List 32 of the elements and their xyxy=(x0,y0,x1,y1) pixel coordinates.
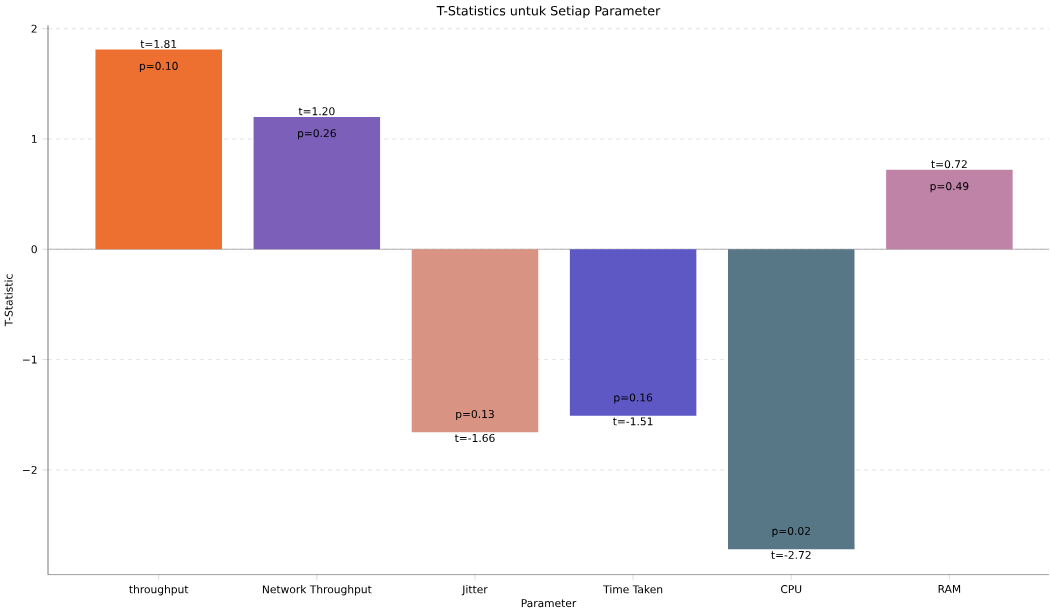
bar xyxy=(727,249,855,550)
data-label: t=-1.51 xyxy=(613,417,653,426)
annotation: p=0.02 xyxy=(772,526,810,538)
data-label: t=0.72 xyxy=(931,160,967,169)
annotation: p=0.16 xyxy=(614,393,653,404)
bar xyxy=(95,49,222,250)
bar xyxy=(253,116,381,250)
data-label: t=-2.72 xyxy=(771,550,811,559)
x-tick-label: RAM xyxy=(938,585,961,593)
bar xyxy=(411,249,539,433)
bar xyxy=(886,169,1013,250)
data-label: t=1.20 xyxy=(298,107,335,116)
x-tick-label: CPU xyxy=(781,585,802,594)
y-tick-label: −2 xyxy=(23,465,37,474)
y-axis-title: T-Statistic xyxy=(4,274,13,327)
y-tick-label: 1 xyxy=(31,135,37,143)
annotation: p=0.49 xyxy=(930,182,969,193)
y-tick-label: 0 xyxy=(31,245,37,254)
data-label: t=1.81 xyxy=(140,39,177,48)
y-tick-label: 2 xyxy=(31,24,37,33)
x-axis-title: Parameter xyxy=(521,599,577,608)
data-label: t=-1.66 xyxy=(454,433,495,443)
bar xyxy=(569,249,697,416)
x-tick-label: throughput xyxy=(129,585,189,596)
x-tick-label: Network Throughput xyxy=(262,585,372,596)
x-tick-label: Jitter xyxy=(461,585,488,596)
x-tick-label: Time Taken xyxy=(603,585,663,594)
y-tick-label: −1 xyxy=(23,355,37,364)
annotation: p=0.10 xyxy=(139,61,178,72)
annotation: p=0.26 xyxy=(298,129,336,140)
annotation: p=0.13 xyxy=(456,409,494,421)
chart-title: T-Statistics untuk Setiap Parameter xyxy=(436,5,661,18)
